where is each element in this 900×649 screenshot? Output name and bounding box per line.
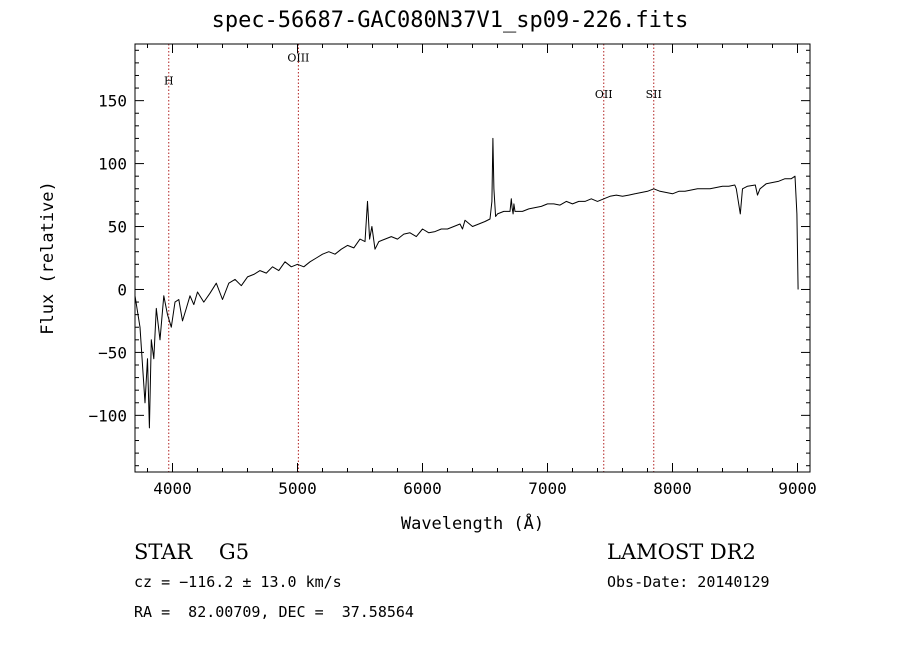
x-tick-label: 9000 — [778, 479, 817, 498]
y-tick-label: 0 — [117, 280, 127, 299]
line-label-oiii: OIII — [287, 52, 309, 65]
x-axis-label: Wavelength (Å) — [401, 512, 544, 534]
line-label-sii: SII — [646, 88, 662, 101]
y-tick-label: −50 — [98, 343, 127, 362]
x-tick-label: 4000 — [153, 479, 192, 498]
y-tick-label: 150 — [98, 92, 127, 111]
plot-frame — [134, 43, 811, 473]
emission-lines-layer: H OIII OII SII — [164, 44, 662, 472]
object-class-text: STAR G5 — [134, 540, 250, 564]
y-axis-label: Flux (relative) — [38, 181, 58, 335]
x-tick-label: 5000 — [278, 479, 317, 498]
spectrum-layer — [134, 137, 799, 429]
y-tick-label: 100 — [98, 155, 127, 174]
coordinates-text: RA = 82.00709, DEC = 37.58564 — [134, 603, 414, 621]
axis-ticks-layer — [135, 44, 810, 472]
survey-text: LAMOST DR2 — [607, 540, 756, 564]
y-tick-label: 50 — [108, 218, 127, 237]
spectrum-series-line — [134, 137, 799, 429]
line-label-oii: OII — [595, 88, 613, 101]
y-tick-label: −100 — [88, 406, 127, 425]
x-tick-label: 6000 — [403, 479, 442, 498]
tick-labels-layer: 4000 5000 6000 7000 8000 9000 −100 −50 0 50 100 150 — [88, 92, 816, 498]
chart-title: spec-56687-GAC080N37V1_sp09-226.fits — [211, 8, 689, 33]
redshift-text: cz = −116.2 ± 13.0 km/s — [134, 573, 342, 591]
line-label-h: H — [164, 74, 174, 87]
x-tick-label: 8000 — [653, 479, 692, 498]
obs-date-text: Obs-Date: 20140129 — [607, 573, 770, 591]
x-tick-label: 7000 — [528, 479, 567, 498]
